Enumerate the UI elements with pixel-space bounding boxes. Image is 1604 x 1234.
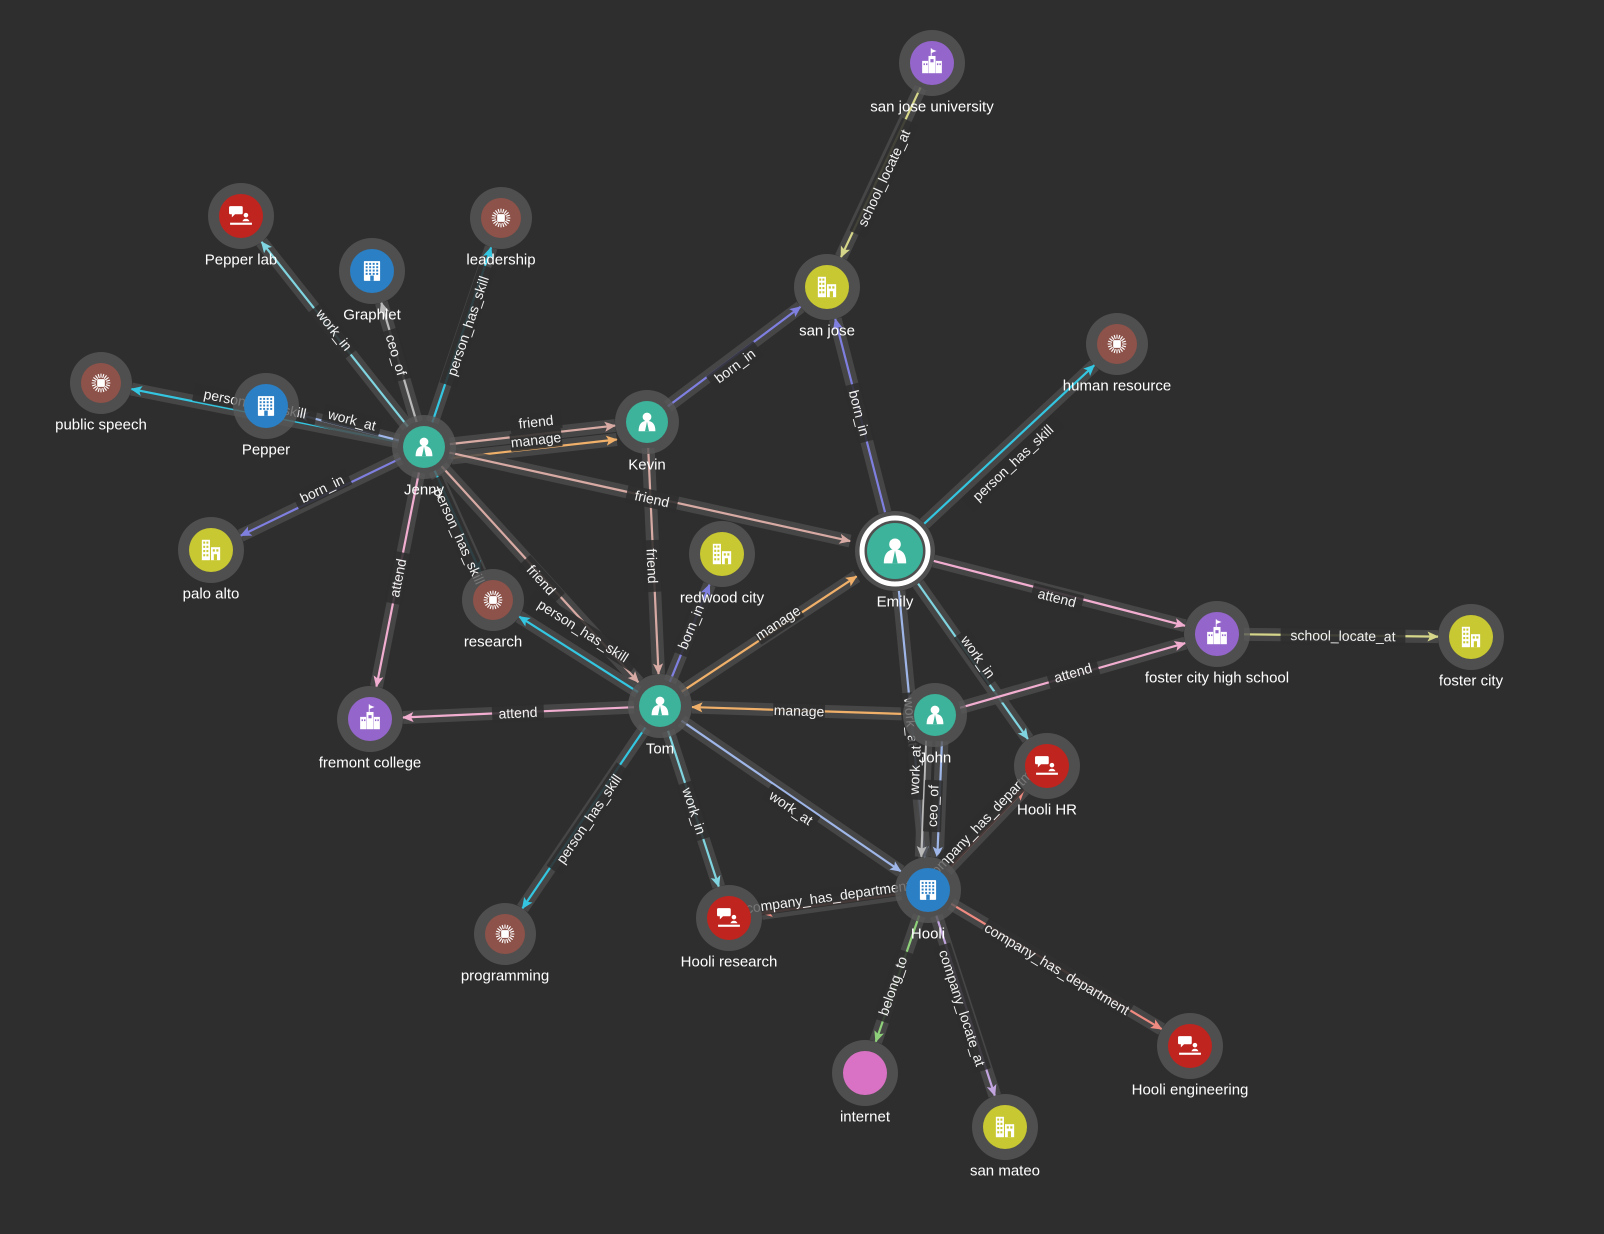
svg-text:work_at: work_at [906, 745, 924, 796]
svg-text:school_locate_at: school_locate_at [1290, 627, 1395, 644]
graph-node-human_resource[interactable] [1086, 313, 1148, 375]
node-label: research [464, 633, 522, 650]
edge-label: work_at [904, 740, 926, 800]
graph-node-tom[interactable] [628, 674, 692, 738]
edge-label: friend [509, 410, 563, 434]
svg-text:friend: friend [633, 487, 671, 510]
svg-text:attend: attend [498, 704, 538, 722]
graph-node-foster_city[interactable] [1438, 604, 1504, 670]
node-label: foster city high school [1145, 669, 1289, 686]
node-label: Hooli research [681, 953, 778, 970]
graph-node-hooli_engineering[interactable] [1157, 1013, 1223, 1079]
graph-node-research[interactable] [462, 569, 524, 631]
graph-node-hooli_research[interactable] [696, 885, 762, 951]
graph-edge[interactable] [919, 360, 1099, 529]
edge-label: attend [384, 551, 412, 605]
edge-label: friend [641, 539, 663, 593]
edge-label: manage [509, 428, 563, 452]
graph-node-san_mateo[interactable] [972, 1094, 1038, 1160]
node-label: Tom [646, 740, 674, 757]
graph-node-pepper_lab[interactable] [208, 183, 274, 249]
graph-node-programming[interactable] [474, 903, 536, 965]
node-label: internet [840, 1108, 891, 1125]
graph-edge[interactable] [914, 740, 933, 858]
node-label: programming [461, 967, 549, 984]
graph-edge[interactable] [515, 611, 642, 698]
node-label: redwood city [680, 589, 765, 606]
edge-label: school_locate_at [1280, 626, 1406, 646]
edge-label: attend [491, 702, 545, 724]
svg-text:friend: friend [518, 412, 555, 432]
node-label: human resource [1063, 377, 1171, 394]
node-label: san jose university [870, 98, 994, 115]
graph-node-graphlet[interactable] [339, 238, 405, 304]
node-label: foster city [1439, 672, 1504, 689]
graph-node-pepper[interactable] [233, 373, 299, 439]
graph-node-john[interactable] [903, 683, 967, 747]
graph-node-kevin[interactable] [615, 390, 679, 454]
node-label: John [919, 749, 952, 766]
svg-text:friend: friend [644, 548, 662, 584]
node-label: san mateo [970, 1162, 1040, 1179]
node-label: Hooli HR [1017, 801, 1077, 818]
node-label: Hooli engineering [1132, 1081, 1249, 1098]
graph-node-san_jose[interactable] [794, 254, 860, 320]
node-label: Pepper [242, 441, 290, 458]
svg-text:manage: manage [510, 429, 562, 451]
graph-node-internet[interactable] [832, 1040, 898, 1106]
graph-node-jenny[interactable] [392, 415, 456, 479]
node-label: fremont college [319, 754, 422, 771]
edge-label: manage [772, 701, 826, 721]
node-label: Emily [877, 593, 914, 610]
node-label: Pepper lab [205, 251, 278, 268]
node-label: Jenny [404, 481, 445, 498]
node-label: palo alto [183, 585, 240, 602]
node-label: public speech [55, 416, 147, 433]
node-label-layer: san jose university Pepper lab leadership G… [55, 98, 1503, 1179]
svg-text:attend: attend [386, 557, 409, 598]
graph-node-hooli[interactable] [895, 857, 961, 923]
svg-text:ceo_of: ceo_of [924, 785, 942, 828]
node-label: san jose [799, 322, 855, 339]
graph-node-leadership[interactable] [470, 187, 532, 249]
node-label: Graphlet [343, 306, 401, 323]
svg-text:manage: manage [773, 702, 824, 720]
graph-node-public_speech[interactable] [70, 352, 132, 414]
node-label: leadership [466, 251, 535, 268]
node-label: Kevin [628, 456, 666, 473]
graph-node-palo_alto[interactable] [178, 517, 244, 583]
node-label: Hooli [911, 925, 945, 942]
edge-label: ceo_of [923, 779, 943, 833]
graph-node-fremont_college[interactable] [337, 686, 403, 752]
edge-label: friend [624, 484, 680, 514]
graph-node-foster_city_high_school[interactable] [1184, 601, 1250, 667]
graph-node-emily[interactable] [855, 511, 935, 591]
graph-node-san_jose_university[interactable] [899, 30, 965, 96]
graph-edge[interactable] [677, 715, 905, 877]
graph-node-redwood_city[interactable] [689, 521, 755, 587]
graph-node-hooli_hr[interactable] [1014, 733, 1080, 799]
